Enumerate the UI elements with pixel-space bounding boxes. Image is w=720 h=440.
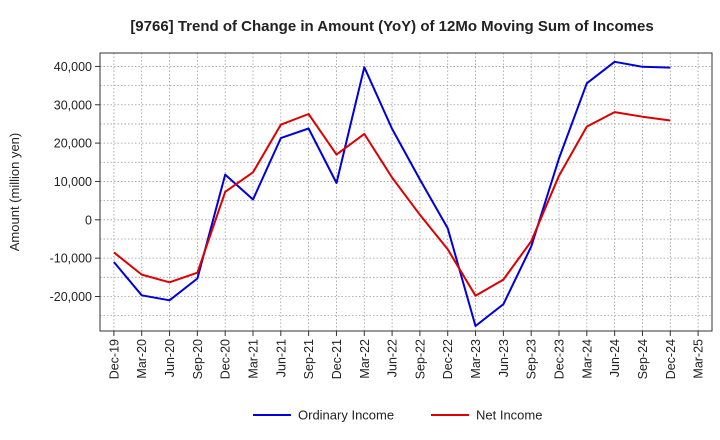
x-tick-label: Sep-24 — [636, 339, 650, 379]
x-tick-label: Mar-25 — [692, 339, 706, 379]
y-tick-label: 10,000 — [54, 175, 92, 189]
x-axis: Dec-19 Mar-20 Jun-20 Sep-20 Dec-20 Mar-21 Jun-… — [107, 331, 706, 379]
legend: Ordinary Income Net Income — [253, 408, 542, 423]
series-group — [113, 60, 671, 327]
legend-label: Net Income — [476, 408, 542, 423]
x-tick-label: Mar-23 — [469, 339, 483, 379]
y-tick-label: 40,000 — [54, 60, 92, 74]
y-tick-label: 20,000 — [54, 137, 92, 151]
x-tick-label: Dec-23 — [553, 339, 567, 379]
x-tick-label: Dec-24 — [664, 339, 678, 379]
y-tick-label: 30,000 — [54, 98, 92, 112]
grid — [100, 53, 712, 331]
x-tick-label: Sep-20 — [191, 339, 205, 379]
y-tick-label: -10,000 — [50, 252, 92, 266]
x-tick-label: Sep-21 — [302, 339, 316, 379]
y-tick-label: -20,000 — [50, 290, 92, 304]
x-tick-label: Jun-24 — [608, 339, 622, 377]
x-tick-label: Mar-21 — [247, 339, 261, 379]
plot-area — [99, 52, 713, 332]
x-tick-label: Sep-22 — [413, 339, 427, 379]
x-tick-label: Jun-20 — [163, 339, 177, 377]
chart-title: [9766] Trend of Change in Amount (YoY) o… — [130, 18, 653, 35]
x-tick-label: Dec-22 — [441, 339, 455, 379]
x-tick-label: Jun-21 — [274, 339, 288, 377]
y-axis: -20,000 -10,000 0 10,000 20,000 30,000 40,000 — [50, 60, 100, 304]
x-tick-label: Mar-22 — [358, 339, 372, 379]
x-tick-label: Jun-23 — [497, 339, 511, 377]
x-tick-label: Mar-20 — [135, 339, 149, 379]
y-tick-label: 0 — [85, 213, 92, 227]
x-tick-label: Dec-21 — [330, 339, 344, 379]
x-tick-label: Sep-23 — [525, 339, 539, 379]
x-tick-label: Jun-22 — [386, 339, 400, 377]
legend-label: Ordinary Income — [298, 408, 394, 423]
x-tick-label: Dec-19 — [107, 339, 121, 379]
y-axis-label: Amount (million yen) — [7, 133, 22, 252]
x-tick-label: Dec-20 — [219, 339, 233, 379]
series-line-net-income — [113, 111, 671, 297]
x-tick-label: Mar-24 — [580, 339, 594, 379]
